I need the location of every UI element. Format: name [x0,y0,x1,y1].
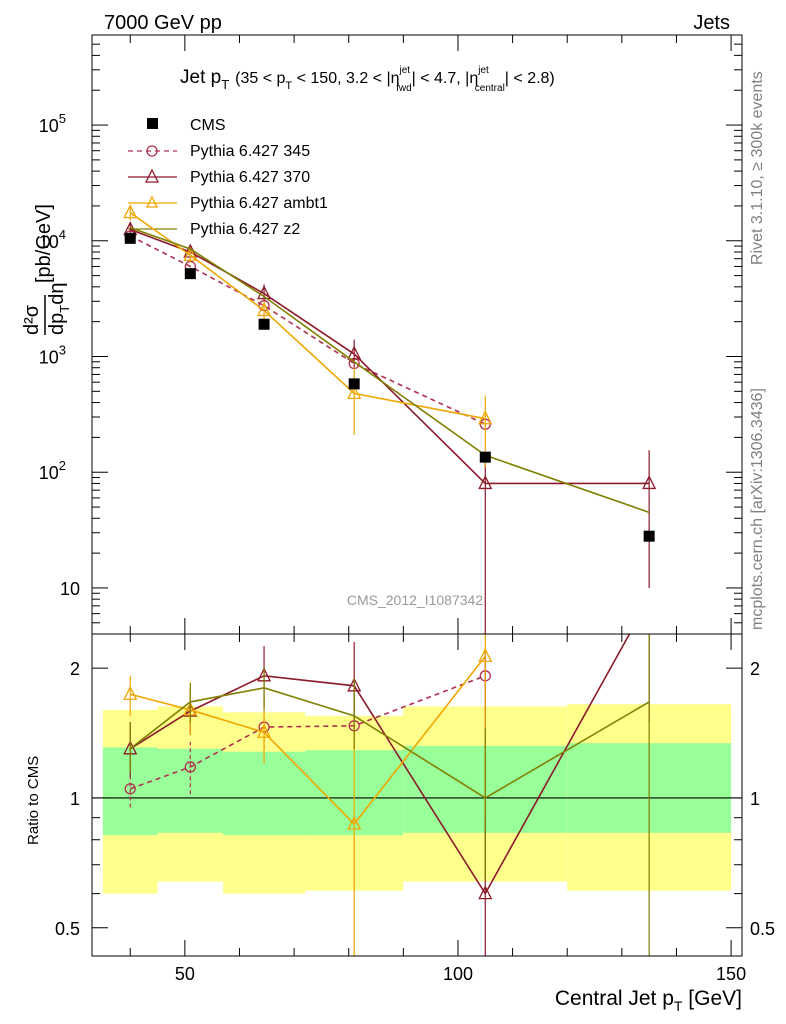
y-axis-label: d²σ dpTdη [pb/GeV] [21,204,72,335]
ratio-uncertainty-bands [102,704,732,894]
y-tick-label-main-2: 103 [39,342,66,367]
legend-label-z2: Pythia 6.427 z2 [190,221,300,238]
ratio-point-370-4 [478,885,493,900]
ratio-panel-frame [91,633,743,957]
analysis-watermark: CMS_2012_I1087342 [347,592,483,608]
main-point-cms-1 [184,268,196,280]
ratio-line-z2 [129,687,650,799]
legend-label-370: Pythia 6.427 370 [190,169,310,186]
category-label: Jets [693,12,730,34]
mcplots-reference-label: mcplots.cern.ch [arXiv:1306.3436] [749,388,766,630]
ratio-panel-series [123,634,650,956]
main-point-cms-2 [258,318,270,330]
main-line-345 [129,235,486,425]
main-point-370-5 [642,474,657,490]
x-tick-label-1: 100 [443,964,473,984]
svg-text:dpTdη: dpTdη [46,283,72,335]
energy-label: 7000 GeV pp [104,12,222,34]
main-point-370-3 [347,345,362,360]
ratio-point-345-1 [184,761,196,773]
ratio-axis-label: Ratio to CMS [25,756,42,845]
ratio-point-ambt1-4 [478,647,493,662]
ratio-line-370 [129,634,631,896]
svg-text:d²σ: d²σ [21,304,43,335]
y-tick-label-ratio-left-1: 1 [70,789,80,809]
legend-marker-cms [147,118,158,129]
main-panel-series [123,204,657,634]
main-point-cms-3 [348,378,360,390]
x-tick-label-2: 150 [716,964,746,984]
plot-title: Jet pT (35 < pT < 150, 3.2 < |ηjet fwd| < … [180,65,555,94]
x-tick-label-0: 50 [175,964,195,984]
main-point-ambt1-0 [123,204,138,219]
ratio-point-345-0 [124,783,136,795]
y-tick-label-ratio-left-0: 0.5 [55,919,80,939]
axes: 50 100 150 10 102 103 104 105 0.5 0.5 1 1 2 2 [39,34,775,984]
main-point-ambt1-1 [183,246,198,261]
legend-marker-ambt1 [145,195,159,208]
main-point-ambt1-2 [257,301,272,317]
legend-label-ambt1: Pythia 6.427 ambt1 [190,195,328,212]
y-tick-label-ratio-left-2: 2 [70,659,80,679]
y-tick-label-main-1: 102 [39,458,66,483]
main-line-ambt1 [129,211,486,420]
ratio-point-ambt1-2 [257,723,272,738]
y-tick-label-ratio-right-2: 2 [750,659,760,679]
legend-marker-370 [144,168,160,183]
legend-label-cms: CMS [190,117,226,134]
main-point-370-4 [478,474,493,490]
main-point-cms-4 [479,451,491,463]
rivet-version-label: Rivet 3.1.10, ≥ 300k events [749,71,766,265]
y-tick-label-main-4: 105 [39,111,66,136]
ratio-clipped-group [123,634,650,956]
legend: CMS Pythia 6.427 345 Pythia 6.427 370 Py… [128,117,328,238]
main-point-ambt1-4 [478,410,493,425]
svg-text:[pb/GeV]: [pb/GeV] [33,204,55,283]
ratio-point-ambt1-0 [123,685,138,700]
main-point-370-2 [257,285,272,300]
y-tick-label-main-3: 104 [39,227,66,252]
legend-marker-345 [146,145,158,157]
y-tick-label-main-0: 10 [60,579,80,599]
legend-label-345: Pythia 6.427 345 [190,143,310,160]
main-point-cms-5 [643,530,655,542]
main-point-cms-0 [124,232,136,244]
main-point-ambt1-3 [347,384,362,400]
y-tick-label-ratio-right-1: 1 [750,789,760,809]
ratio-line-ambt1 [130,655,486,826]
main-line-z2 [129,226,650,514]
ratio-point-ambt1-3 [347,815,362,830]
x-axis-label: Central Jet pT [GeV] [555,987,742,1014]
y-tick-label-ratio-right-0: 0.5 [750,919,775,939]
ratio-band-inner-2 [223,751,306,836]
